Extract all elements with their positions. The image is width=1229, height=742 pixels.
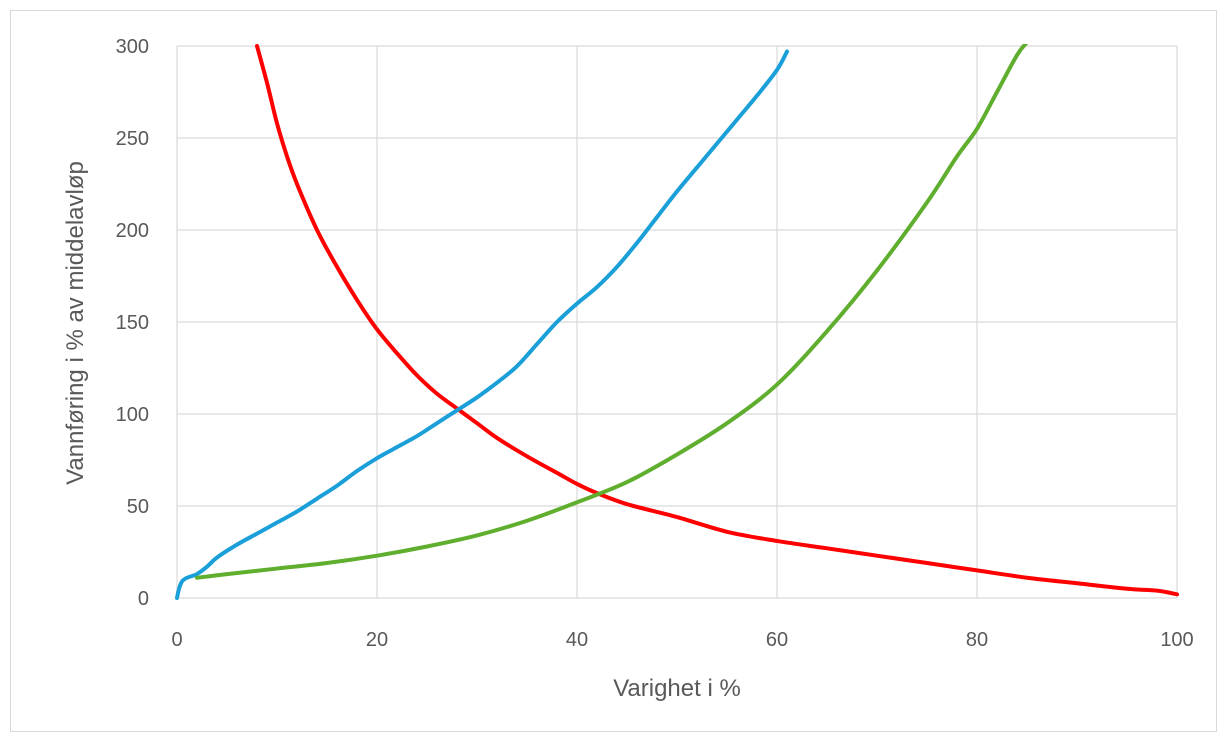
x-tick-label: 100 (1160, 629, 1193, 651)
y-tick-label: 50 (127, 496, 149, 518)
series-line-2 (175, 49, 789, 600)
x-axis-title: Varighet i % (613, 675, 741, 702)
x-tick-labels: 0 20 40 60 80 100 (171, 629, 1193, 651)
x-tick-label: 60 (766, 629, 788, 651)
y-tick-labels: 0 50 100 150 200 250 300 (116, 36, 149, 610)
chart-frame (10, 10, 1217, 732)
series-line-1 (255, 44, 1179, 597)
y-axis-title: Vannføring i % av middelavløp (62, 161, 89, 485)
y-tick-label: 300 (116, 36, 149, 58)
x-tick-label: 40 (566, 629, 588, 651)
y-tick-label: 150 (116, 312, 149, 334)
x-tick-label: 0 (171, 629, 182, 651)
x-tick-label: 20 (366, 629, 388, 651)
gridlines (176, 45, 1178, 599)
y-tick-label: 250 (116, 128, 149, 150)
y-tick-label: 200 (116, 220, 149, 242)
y-tick-label: 0 (138, 588, 149, 610)
x-tick-label: 80 (966, 629, 988, 651)
y-tick-label: 100 (116, 404, 149, 426)
series-lines (175, 44, 1179, 600)
series-line-3 (195, 44, 1029, 580)
